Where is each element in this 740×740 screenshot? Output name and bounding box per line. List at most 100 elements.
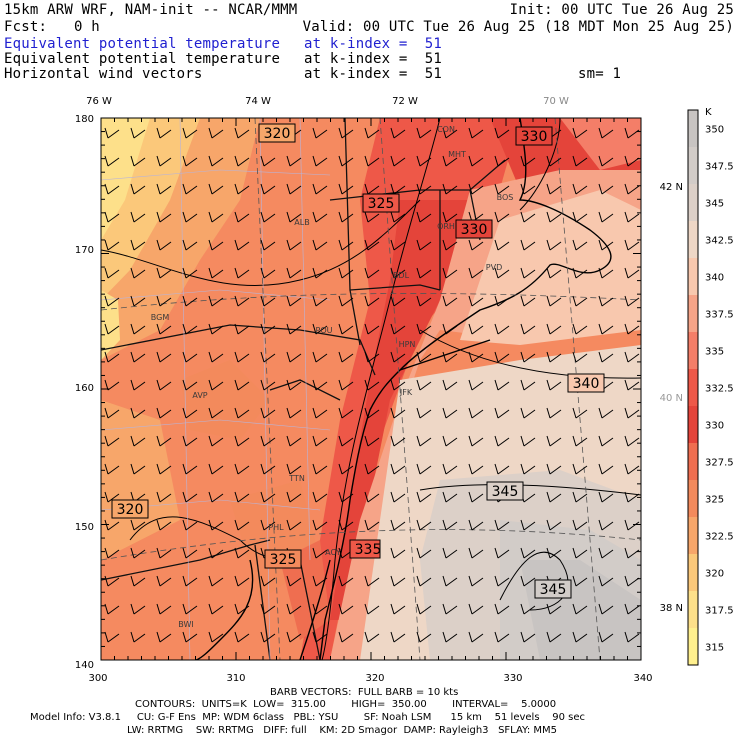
wind-barb — [312, 407, 328, 419]
wind-barb — [494, 631, 510, 643]
wind-barb — [468, 239, 484, 251]
wind-barb — [494, 183, 510, 195]
lon-label-72w: 72 W — [392, 96, 418, 107]
wind-barb — [260, 239, 276, 251]
wind-barb — [234, 407, 250, 419]
wind-barb — [312, 351, 328, 363]
wind-barb — [208, 631, 224, 643]
wind-barb — [182, 631, 198, 643]
wind-barb — [364, 267, 380, 279]
wind-barb — [546, 407, 562, 419]
wind-barb — [546, 239, 562, 251]
wind-barb — [546, 351, 562, 363]
colorbar-label: 330 — [705, 421, 724, 432]
wind-barb — [494, 155, 510, 167]
wind-barb — [494, 575, 510, 587]
wind-barb — [546, 323, 562, 335]
wind-barb — [338, 407, 354, 419]
station-hpn: HPN — [399, 340, 416, 349]
x-label-340: 340 — [633, 673, 652, 684]
wind-barb — [234, 491, 250, 503]
wind-barb — [338, 379, 354, 391]
wind-barb — [364, 407, 380, 419]
wind-barb — [520, 547, 536, 559]
wind-barb — [208, 463, 224, 475]
wind-barb — [338, 519, 354, 531]
contour-label-group: 320 325 330 330 340 345 345 320 325 335 — [111, 123, 605, 599]
wind-barb — [338, 575, 354, 587]
wind-barb — [390, 407, 406, 419]
wind-barb — [546, 491, 562, 503]
wind-barb — [156, 155, 172, 167]
wind-barb — [182, 183, 198, 195]
wind-barb — [234, 519, 250, 531]
wind-barb — [442, 491, 458, 503]
wind-barb — [104, 295, 120, 307]
wind-barb — [624, 379, 640, 391]
station-pvd: PVD — [486, 263, 502, 272]
wind-barb — [520, 295, 536, 307]
wind-barb — [468, 127, 484, 139]
wind-barb — [546, 603, 562, 615]
wind-barb — [182, 155, 198, 167]
colorbar-swatch — [688, 480, 698, 517]
wind-barb — [390, 547, 406, 559]
wind-barb — [182, 239, 198, 251]
wind-barb — [234, 211, 250, 223]
wind-barb — [520, 379, 536, 391]
wind-barb — [442, 155, 458, 167]
wind-barb — [260, 407, 276, 419]
wind-barb — [390, 127, 406, 139]
wind-barb — [598, 351, 614, 363]
wind-barb — [104, 323, 120, 335]
colorbar-label: 327.5 — [705, 458, 734, 469]
colorbar-label: 342.5 — [705, 236, 734, 247]
field-level-2: at k-index = 51 — [304, 51, 443, 67]
wind-barb — [572, 267, 588, 279]
wind-barb — [156, 491, 172, 503]
wind-barb — [208, 407, 224, 419]
wind-barb — [624, 491, 640, 503]
wind-barb — [208, 267, 224, 279]
wind-barb — [416, 547, 432, 559]
wind-barb — [390, 211, 406, 223]
wind-barb — [338, 127, 354, 139]
colorbar-swatch — [688, 369, 698, 406]
wind-barb — [572, 519, 588, 531]
wind-barb — [286, 463, 302, 475]
wind-barb — [468, 519, 484, 531]
wind-barb — [156, 379, 172, 391]
wind-barb — [338, 295, 354, 307]
wind-barb — [312, 491, 328, 503]
wind-barb — [104, 435, 120, 447]
wind-barb — [520, 435, 536, 447]
wind-barb — [468, 491, 484, 503]
wind-barb — [130, 183, 146, 195]
wind-barb — [182, 267, 198, 279]
colorbar-swatch — [688, 184, 698, 221]
wind-barb — [130, 603, 146, 615]
wind-barb — [234, 435, 250, 447]
station-orh: ORH — [437, 222, 455, 231]
wind-barb — [156, 323, 172, 335]
wind-barb — [364, 239, 380, 251]
wind-barb — [286, 295, 302, 307]
wind-barb — [572, 239, 588, 251]
colorbar-swatch — [688, 332, 698, 369]
wind-barb — [338, 631, 354, 643]
wind-barb — [208, 603, 224, 615]
wind-barb — [364, 379, 380, 391]
model-info: Model Info: V3.8.1 CU: G-F Ens MP: WDM 6… — [30, 712, 586, 723]
wind-barb — [130, 547, 146, 559]
wind-barb — [494, 379, 510, 391]
wind-barb — [312, 379, 328, 391]
wind-barb — [312, 519, 328, 531]
contour-label-325-south: 325 — [270, 552, 297, 568]
colorbar-label: 315 — [705, 643, 724, 654]
wind-barb — [364, 435, 380, 447]
wind-barb — [234, 631, 250, 643]
wind-barb — [364, 211, 380, 223]
wind-barb — [598, 575, 614, 587]
wind-barb — [286, 435, 302, 447]
wind-barb — [364, 295, 380, 307]
